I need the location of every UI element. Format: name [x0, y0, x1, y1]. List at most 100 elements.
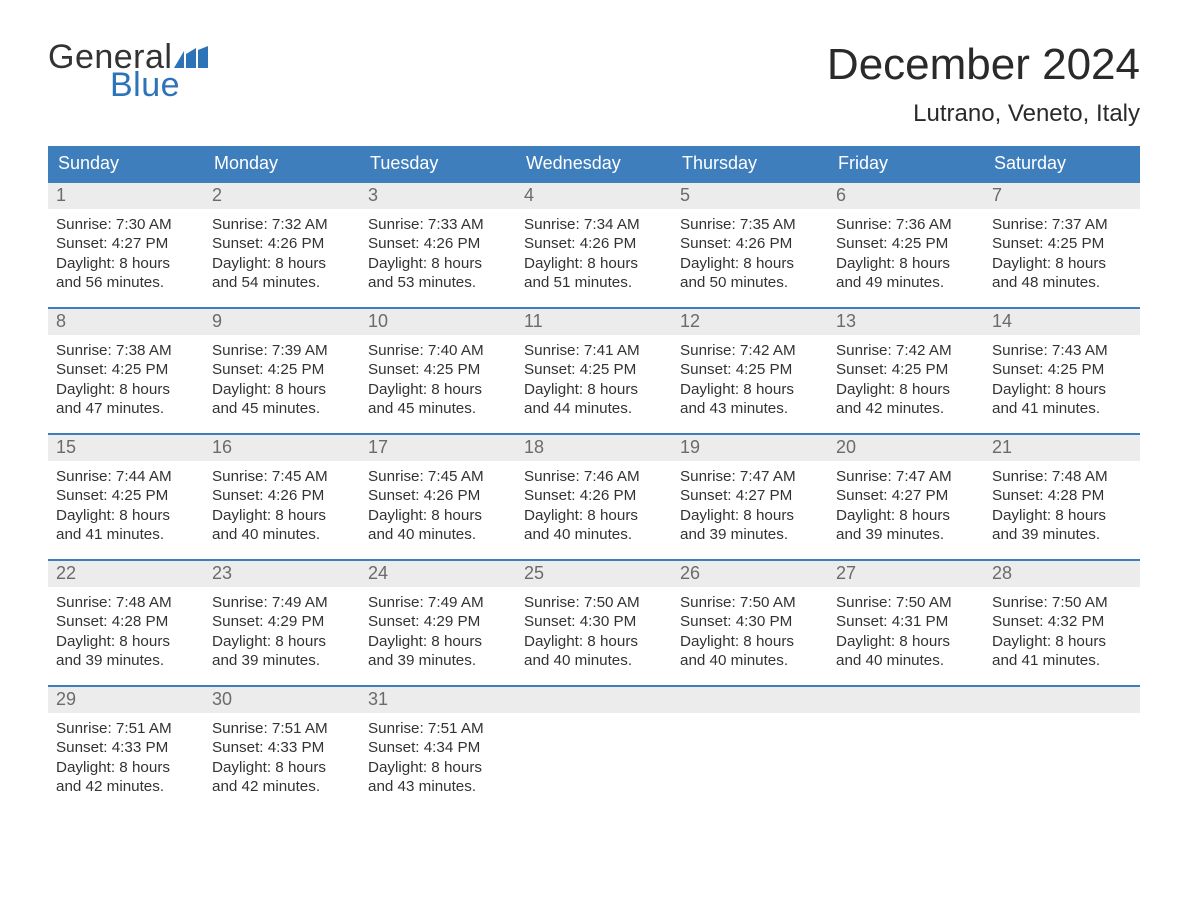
- sunset-text: Sunset: 4:29 PM: [368, 612, 508, 631]
- sunset-text: Sunset: 4:26 PM: [680, 234, 820, 253]
- day-body: Sunrise: 7:39 AMSunset: 4:25 PMDaylight:…: [204, 335, 360, 429]
- calendar-day-cell: 11Sunrise: 7:41 AMSunset: 4:25 PMDayligh…: [516, 309, 672, 433]
- day-number: 22: [48, 561, 204, 587]
- daylight-line1: Daylight: 8 hours: [56, 380, 196, 399]
- day-number: 28: [984, 561, 1140, 587]
- day-body: Sunrise: 7:50 AMSunset: 4:30 PMDaylight:…: [516, 587, 672, 681]
- sunset-text: Sunset: 4:26 PM: [212, 486, 352, 505]
- sunset-text: Sunset: 4:26 PM: [524, 486, 664, 505]
- daylight-line2: and 53 minutes.: [368, 273, 508, 292]
- weekday-header-row: SundayMondayTuesdayWednesdayThursdayFrid…: [48, 146, 1140, 181]
- daylight-line1: Daylight: 8 hours: [56, 632, 196, 651]
- sunset-text: Sunset: 4:26 PM: [524, 234, 664, 253]
- calendar-day-cell: 18Sunrise: 7:46 AMSunset: 4:26 PMDayligh…: [516, 435, 672, 559]
- calendar-day-cell: 6Sunrise: 7:36 AMSunset: 4:25 PMDaylight…: [828, 183, 984, 307]
- day-number: 13: [828, 309, 984, 335]
- day-body: Sunrise: 7:33 AMSunset: 4:26 PMDaylight:…: [360, 209, 516, 303]
- daylight-line2: and 41 minutes.: [56, 525, 196, 544]
- logo-blue-text: Blue: [110, 68, 208, 102]
- day-body: Sunrise: 7:45 AMSunset: 4:26 PMDaylight:…: [360, 461, 516, 555]
- calendar-page: General Blue December 2024 Lutrano, Vene…: [0, 0, 1188, 831]
- calendar-day-cell: 17Sunrise: 7:45 AMSunset: 4:26 PMDayligh…: [360, 435, 516, 559]
- sunset-text: Sunset: 4:26 PM: [212, 234, 352, 253]
- daylight-line1: Daylight: 8 hours: [524, 506, 664, 525]
- daylight-line2: and 42 minutes.: [836, 399, 976, 418]
- sunset-text: Sunset: 4:27 PM: [836, 486, 976, 505]
- day-number: 23: [204, 561, 360, 587]
- calendar-day-cell: 25Sunrise: 7:50 AMSunset: 4:30 PMDayligh…: [516, 561, 672, 685]
- daylight-line1: Daylight: 8 hours: [212, 380, 352, 399]
- day-body: Sunrise: 7:49 AMSunset: 4:29 PMDaylight:…: [204, 587, 360, 681]
- daylight-line1: Daylight: 8 hours: [836, 254, 976, 273]
- day-body: Sunrise: 7:48 AMSunset: 4:28 PMDaylight:…: [984, 461, 1140, 555]
- daylight-line1: Daylight: 8 hours: [680, 380, 820, 399]
- sunset-text: Sunset: 4:30 PM: [524, 612, 664, 631]
- sunset-text: Sunset: 4:25 PM: [524, 360, 664, 379]
- day-number: 9: [204, 309, 360, 335]
- daylight-line1: Daylight: 8 hours: [836, 380, 976, 399]
- daylight-line2: and 56 minutes.: [56, 273, 196, 292]
- sunrise-text: Sunrise: 7:32 AM: [212, 215, 352, 234]
- calendar-day-cell: 9Sunrise: 7:39 AMSunset: 4:25 PMDaylight…: [204, 309, 360, 433]
- calendar-day-cell: 19Sunrise: 7:47 AMSunset: 4:27 PMDayligh…: [672, 435, 828, 559]
- sunrise-text: Sunrise: 7:48 AM: [56, 593, 196, 612]
- daylight-line2: and 40 minutes.: [836, 651, 976, 670]
- sunset-text: Sunset: 4:25 PM: [212, 360, 352, 379]
- calendar-day-cell: 24Sunrise: 7:49 AMSunset: 4:29 PMDayligh…: [360, 561, 516, 685]
- sunset-text: Sunset: 4:26 PM: [368, 234, 508, 253]
- sunrise-text: Sunrise: 7:44 AM: [56, 467, 196, 486]
- sunrise-text: Sunrise: 7:30 AM: [56, 215, 196, 234]
- daylight-line2: and 42 minutes.: [56, 777, 196, 796]
- day-body: Sunrise: 7:34 AMSunset: 4:26 PMDaylight:…: [516, 209, 672, 303]
- daylight-line2: and 40 minutes.: [212, 525, 352, 544]
- sunset-text: Sunset: 4:33 PM: [212, 738, 352, 757]
- daylight-line1: Daylight: 8 hours: [212, 506, 352, 525]
- sunrise-text: Sunrise: 7:51 AM: [368, 719, 508, 738]
- daylight-line1: Daylight: 8 hours: [992, 380, 1132, 399]
- day-number: 1: [48, 183, 204, 209]
- daylight-line2: and 44 minutes.: [524, 399, 664, 418]
- daylight-line1: Daylight: 8 hours: [836, 632, 976, 651]
- sunrise-text: Sunrise: 7:45 AM: [212, 467, 352, 486]
- sunset-text: Sunset: 4:30 PM: [680, 612, 820, 631]
- calendar-week-row: 29Sunrise: 7:51 AMSunset: 4:33 PMDayligh…: [48, 685, 1140, 811]
- day-number: [984, 687, 1140, 713]
- daylight-line2: and 40 minutes.: [524, 525, 664, 544]
- page-header: General Blue December 2024 Lutrano, Vene…: [48, 40, 1140, 128]
- daylight-line1: Daylight: 8 hours: [368, 632, 508, 651]
- day-body: Sunrise: 7:42 AMSunset: 4:25 PMDaylight:…: [672, 335, 828, 429]
- day-body: Sunrise: 7:42 AMSunset: 4:25 PMDaylight:…: [828, 335, 984, 429]
- sunset-text: Sunset: 4:25 PM: [56, 360, 196, 379]
- daylight-line2: and 48 minutes.: [992, 273, 1132, 292]
- daylight-line1: Daylight: 8 hours: [56, 758, 196, 777]
- day-body: Sunrise: 7:51 AMSunset: 4:34 PMDaylight:…: [360, 713, 516, 807]
- sunrise-text: Sunrise: 7:37 AM: [992, 215, 1132, 234]
- sunrise-text: Sunrise: 7:50 AM: [992, 593, 1132, 612]
- calendar-day-cell: 28Sunrise: 7:50 AMSunset: 4:32 PMDayligh…: [984, 561, 1140, 685]
- daylight-line2: and 51 minutes.: [524, 273, 664, 292]
- calendar-day-cell: 31Sunrise: 7:51 AMSunset: 4:34 PMDayligh…: [360, 687, 516, 811]
- day-body: Sunrise: 7:48 AMSunset: 4:28 PMDaylight:…: [48, 587, 204, 681]
- daylight-line2: and 39 minutes.: [836, 525, 976, 544]
- sunset-text: Sunset: 4:27 PM: [56, 234, 196, 253]
- sunset-text: Sunset: 4:25 PM: [836, 234, 976, 253]
- daylight-line2: and 40 minutes.: [524, 651, 664, 670]
- daylight-line2: and 54 minutes.: [212, 273, 352, 292]
- sunrise-text: Sunrise: 7:50 AM: [836, 593, 976, 612]
- flag-icon: [174, 46, 208, 68]
- daylight-line2: and 39 minutes.: [680, 525, 820, 544]
- weekday-header-cell: Saturday: [984, 146, 1140, 181]
- sunrise-text: Sunrise: 7:36 AM: [836, 215, 976, 234]
- sunrise-text: Sunrise: 7:39 AM: [212, 341, 352, 360]
- weekday-header-cell: Monday: [204, 146, 360, 181]
- day-body: Sunrise: 7:51 AMSunset: 4:33 PMDaylight:…: [48, 713, 204, 807]
- daylight-line1: Daylight: 8 hours: [524, 380, 664, 399]
- sunset-text: Sunset: 4:31 PM: [836, 612, 976, 631]
- day-body: Sunrise: 7:44 AMSunset: 4:25 PMDaylight:…: [48, 461, 204, 555]
- daylight-line2: and 50 minutes.: [680, 273, 820, 292]
- sunset-text: Sunset: 4:28 PM: [992, 486, 1132, 505]
- day-number: 5: [672, 183, 828, 209]
- calendar-day-cell: 15Sunrise: 7:44 AMSunset: 4:25 PMDayligh…: [48, 435, 204, 559]
- daylight-line1: Daylight: 8 hours: [368, 254, 508, 273]
- calendar-day-cell: 8Sunrise: 7:38 AMSunset: 4:25 PMDaylight…: [48, 309, 204, 433]
